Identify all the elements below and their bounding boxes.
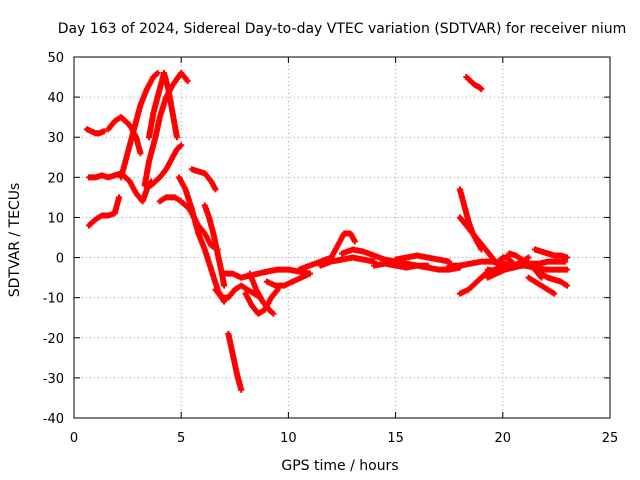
y-tick-label: 30: [47, 131, 64, 146]
y-tick-label: -20: [43, 332, 64, 347]
data-point: [564, 282, 571, 289]
data-point: [564, 254, 571, 261]
series-track-ah: [538, 270, 571, 289]
x-tick-label: 10: [280, 431, 297, 446]
y-tick-label: -30: [43, 372, 64, 387]
x-tick-label: 25: [602, 431, 619, 446]
y-tick-label: 40: [47, 91, 64, 106]
series-track-d: [105, 114, 144, 157]
data-point: [238, 386, 245, 393]
data-point: [212, 186, 219, 193]
data-point: [173, 134, 180, 141]
data-point: [564, 266, 571, 273]
series-track-g: [146, 70, 180, 141]
x-tick-label: 15: [387, 431, 404, 446]
series-track-e: [118, 70, 161, 181]
series-track-ag: [531, 246, 571, 261]
y-tick-label: 50: [47, 51, 64, 66]
series-track-h: [148, 142, 185, 189]
y-tick-label: 0: [56, 252, 64, 267]
data-point: [154, 70, 161, 77]
data-point: [221, 282, 228, 289]
series-track-ai: [495, 254, 519, 269]
series-track-w: [392, 252, 453, 265]
x-tick-label: 0: [70, 431, 78, 446]
chart-title: Day 163 of 2024, Sidereal Day-to-day VTE…: [58, 21, 627, 37]
data-point: [184, 78, 191, 85]
data-point: [512, 262, 519, 269]
data-point: [351, 238, 358, 245]
series-track-k: [188, 166, 219, 193]
axis-ticks: 0 5 10 15 20 25 -40 -30 -20 -10 0 10 20 30 40 50: [43, 51, 619, 446]
data-point: [116, 194, 123, 201]
x-tick-label: 20: [495, 431, 512, 446]
series-track-r: [263, 270, 313, 289]
y-axis-label: SDTVAR / TECUs: [7, 183, 23, 298]
series-track-a: [83, 126, 108, 137]
data-point: [525, 254, 532, 261]
x-axis-label: GPS time / hours: [281, 458, 398, 474]
data-point: [478, 86, 485, 93]
data-point: [306, 270, 313, 277]
series-track-j: [176, 174, 228, 305]
data-point: [101, 128, 108, 135]
data-points: [83, 70, 571, 393]
y-tick-label: -40: [43, 412, 64, 427]
data-point: [270, 310, 277, 317]
series-track-x: [463, 74, 485, 93]
series-track-s: [296, 230, 358, 273]
y-tick-label: 10: [47, 211, 64, 226]
y-tick-label: 20: [47, 171, 64, 186]
data-point: [178, 142, 185, 149]
x-tick-label: 5: [177, 431, 185, 446]
data-point: [551, 290, 558, 297]
series-track-t: [317, 254, 378, 269]
plot-frame: [73, 56, 611, 419]
series-track-c: [86, 194, 123, 229]
y-tick-label: -10: [43, 292, 64, 307]
series-track-af: [525, 274, 558, 297]
series-track-q: [246, 270, 277, 317]
data-point: [137, 150, 144, 157]
series-track-n: [225, 330, 245, 393]
